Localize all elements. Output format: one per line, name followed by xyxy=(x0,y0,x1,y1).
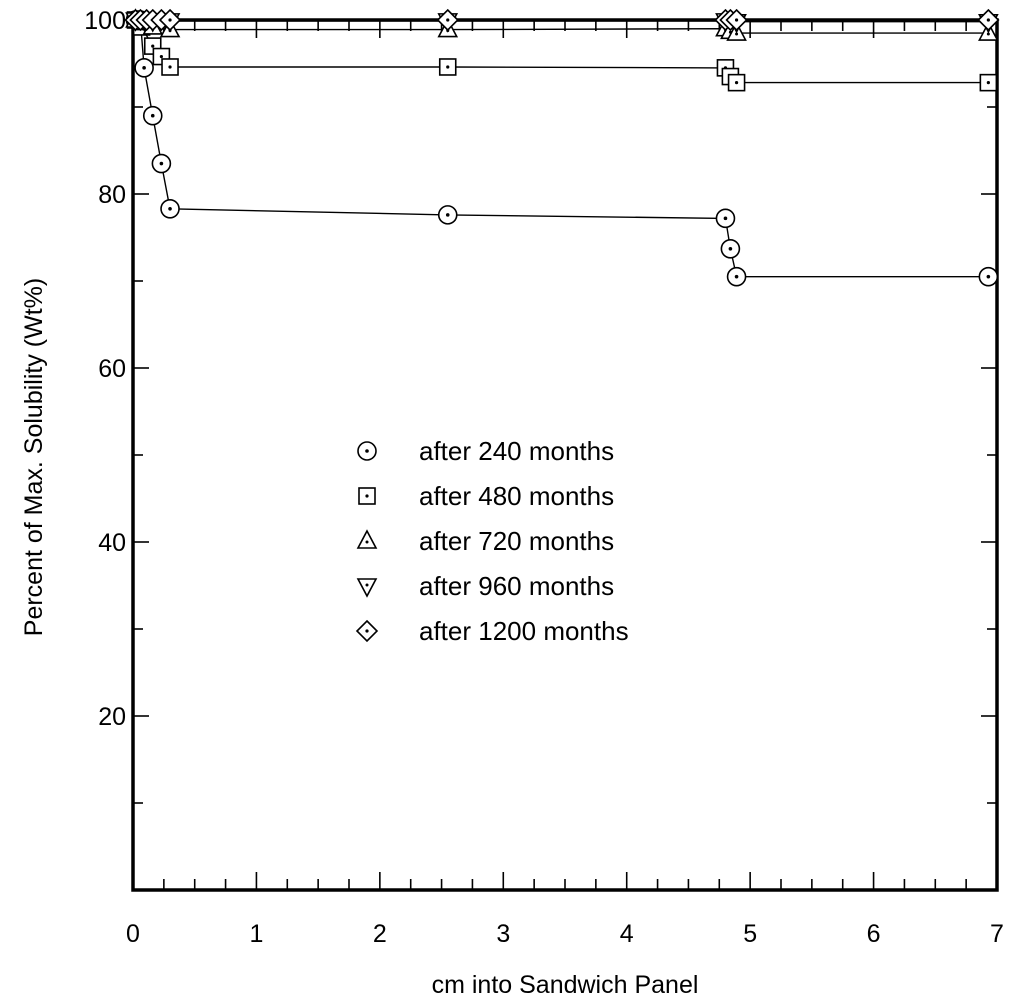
data-point-diamond xyxy=(977,8,1000,32)
series-square xyxy=(126,11,998,92)
series-circle xyxy=(125,10,999,287)
legend-symbol-circle xyxy=(357,441,377,461)
x-tick-label: 0 xyxy=(126,920,140,948)
legend: after 240 months after 480 months after 72… xyxy=(355,436,629,646)
legend-symbol-diamond xyxy=(355,619,379,643)
y-tick-label: 80 xyxy=(98,181,126,209)
data-point-circle xyxy=(978,266,999,287)
x-axis-title: cm into Sandwich Panel xyxy=(432,971,699,999)
y-tick-label: 100 xyxy=(84,7,126,35)
y-axis-title: Percent of Max. Solubility (Wt%) xyxy=(20,278,48,636)
y-tick-label: 20 xyxy=(98,703,126,731)
data-point-diamond xyxy=(158,8,182,32)
x-tick-label: 6 xyxy=(867,920,881,948)
axis-tick-labels: 0 1 2 3 4 5 6 7 20 40 60 80 100 xyxy=(84,7,1004,948)
data-point-circle xyxy=(134,58,154,78)
legend-symbol-triangle-up xyxy=(356,529,378,549)
data-point-diamond xyxy=(725,8,748,32)
data-point-circle xyxy=(720,239,741,259)
y-tick-label: 60 xyxy=(98,355,126,383)
legend-symbol-square xyxy=(358,487,376,505)
x-tick-label: 4 xyxy=(620,920,634,948)
data-point-square xyxy=(161,58,179,76)
series-diamond xyxy=(124,8,1000,32)
x-tick-label: 1 xyxy=(249,920,263,948)
data-point-circle xyxy=(726,266,747,287)
legend-symbol-triangle-down xyxy=(356,578,378,598)
data-point-circle xyxy=(151,153,172,174)
data-point-square xyxy=(979,73,998,92)
series-points xyxy=(124,8,1000,287)
x-tick-label: 7 xyxy=(990,920,1004,948)
data-point-square xyxy=(438,58,457,76)
data-point-diamond xyxy=(436,8,459,32)
legend-label: after 480 months xyxy=(419,481,614,511)
x-tick-label: 5 xyxy=(743,920,757,948)
data-point-circle xyxy=(160,198,180,219)
series-lines xyxy=(134,19,989,278)
data-point-circle xyxy=(437,205,458,225)
legend-label: after 240 months xyxy=(419,436,614,466)
series-line-circle xyxy=(135,19,989,278)
legend-label: after 1200 months xyxy=(419,616,629,646)
data-point-circle xyxy=(142,105,163,126)
x-tick-label: 2 xyxy=(373,920,387,948)
legend-label: after 720 months xyxy=(419,526,614,556)
data-point-square xyxy=(727,73,746,92)
data-point-circle xyxy=(715,208,736,229)
x-tick-label: 3 xyxy=(496,920,510,948)
legend-label: after 960 months xyxy=(419,571,614,601)
y-tick-label: 40 xyxy=(98,529,126,557)
